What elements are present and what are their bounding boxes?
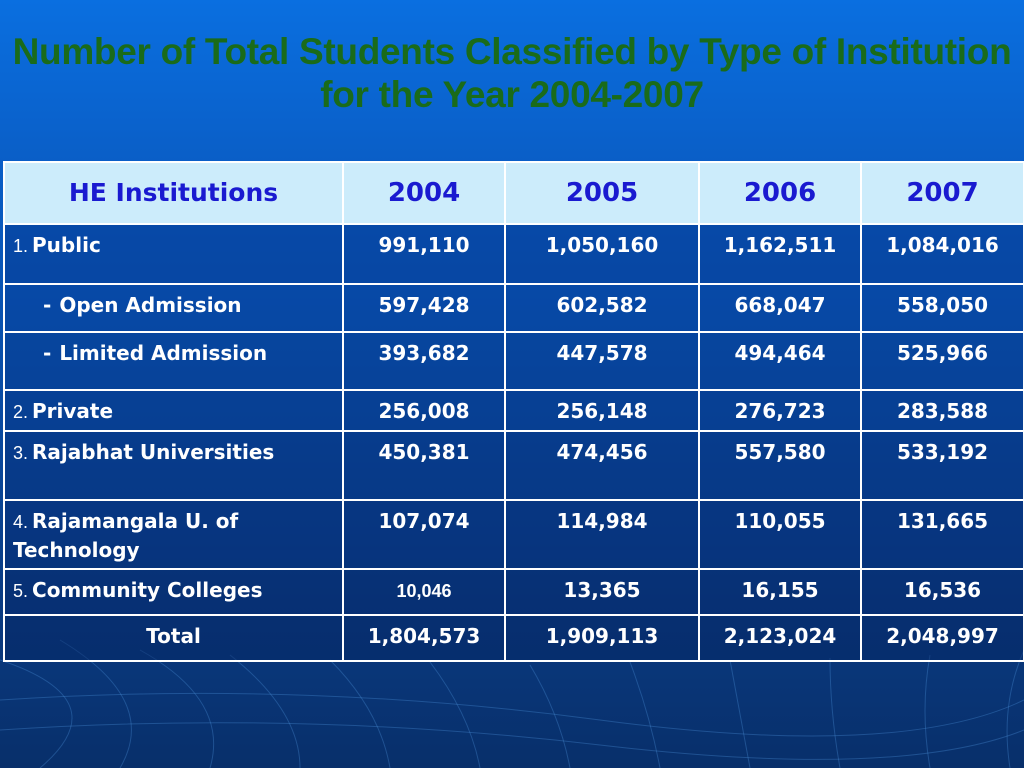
cell-2007: 2,048,997 xyxy=(860,614,1024,662)
row-label-text: Rajamangala U. of Technology xyxy=(13,509,239,562)
row-label-text: Total xyxy=(146,624,201,648)
row-label-text: Open Admission xyxy=(59,293,242,317)
column-header-2007: 2007 xyxy=(860,161,1024,225)
cell-2005: 447,578 xyxy=(504,331,700,391)
row-bullet: - xyxy=(43,293,52,317)
cell-2004: 393,682 xyxy=(342,331,506,391)
cell-2005: 114,984 xyxy=(504,499,700,570)
cell-2005: 602,582 xyxy=(504,283,700,333)
cell-2007: 283,588 xyxy=(860,389,1024,432)
cell-2006: 2,123,024 xyxy=(698,614,862,662)
cell-2007: 16,536 xyxy=(860,568,1024,616)
row-number: 1. xyxy=(13,236,29,256)
cell-2004: 991,110 xyxy=(342,223,506,285)
row-number: 3. xyxy=(13,443,29,463)
column-header-2005: 2005 xyxy=(504,161,700,225)
table-header-row: HE Institutions 2004 2005 2006 2007 xyxy=(3,161,1024,225)
row-label-text: Private xyxy=(32,399,114,423)
cell-2007: 533,192 xyxy=(860,430,1024,501)
row-label-text: Limited Admission xyxy=(59,341,268,365)
row-label: 4. Rajamangala U. of Technology xyxy=(3,499,344,570)
cell-2005: 256,148 xyxy=(504,389,700,432)
column-header-institutions: HE Institutions xyxy=(3,161,344,225)
row-number: 4. xyxy=(13,512,29,532)
row-label: 5. Community Colleges xyxy=(3,568,344,616)
cell-2004: 256,008 xyxy=(342,389,506,432)
cell-2005: 1,909,113 xyxy=(504,614,700,662)
table-row-total: Total 1,804,573 1,909,113 2,123,024 2,04… xyxy=(3,614,1024,662)
cell-2006: 494,464 xyxy=(698,331,862,391)
row-label: - Limited Admission xyxy=(3,331,344,391)
cell-2006: 276,723 xyxy=(698,389,862,432)
table-row-limited-admission: - Limited Admission 393,682 447,578 494,4… xyxy=(3,331,1024,391)
cell-2007: 131,665 xyxy=(860,499,1024,570)
cell-2004: 107,074 xyxy=(342,499,506,570)
table-row-open-admission: - Open Admission 597,428 602,582 668,047 … xyxy=(3,283,1024,333)
cell-2004: 1,804,573 xyxy=(342,614,506,662)
row-label-text: Community Colleges xyxy=(32,578,263,602)
cell-2007: 525,966 xyxy=(860,331,1024,391)
row-number: 2. xyxy=(13,402,29,422)
cell-2005: 13,365 xyxy=(504,568,700,616)
cell-2006: 16,155 xyxy=(698,568,862,616)
row-label: 3. Rajabhat Universities xyxy=(3,430,344,501)
table-row-rajabhat-universities: 3. Rajabhat Universities 450,381 474,456 … xyxy=(3,430,1024,501)
cell-2006: 668,047 xyxy=(698,283,862,333)
cell-2005: 474,456 xyxy=(504,430,700,501)
row-label: - Open Admission xyxy=(3,283,344,333)
column-header-2004: 2004 xyxy=(342,161,506,225)
cell-2004: 10,046 xyxy=(342,568,506,616)
row-number: 5. xyxy=(13,581,29,601)
cell-2004-value: 10,046 xyxy=(396,581,452,601)
cell-2005: 1,050,160 xyxy=(504,223,700,285)
row-bullet: - xyxy=(43,341,52,365)
cell-2006: 110,055 xyxy=(698,499,862,570)
column-header-2006: 2006 xyxy=(698,161,862,225)
cell-2006: 557,580 xyxy=(698,430,862,501)
row-label-text: Public xyxy=(32,233,101,257)
cell-2007: 558,050 xyxy=(860,283,1024,333)
cell-2007: 1,084,016 xyxy=(860,223,1024,285)
row-label: Total xyxy=(3,614,344,662)
table-row-private: 2. Private 256,008 256,148 276,723 283,58… xyxy=(3,389,1024,432)
table-row-rajamangala: 4. Rajamangala U. of Technology 107,074 1… xyxy=(3,499,1024,570)
cell-2004: 450,381 xyxy=(342,430,506,501)
cell-2006: 1,162,511 xyxy=(698,223,862,285)
row-label: 2. Private xyxy=(3,389,344,432)
table-row-public: 1. Public 991,110 1,050,160 1,162,511 1,0… xyxy=(3,223,1024,285)
student-statistics-table: HE Institutions 2004 2005 2006 2007 1. Pu… xyxy=(3,161,1024,662)
table-row-community-colleges: 5. Community Colleges 10,046 13,365 16,15… xyxy=(3,568,1024,616)
row-label: 1. Public xyxy=(3,223,344,285)
row-label-text: Rajabhat Universities xyxy=(32,440,275,464)
page-title: Number of Total Students Classified by T… xyxy=(12,31,1012,115)
cell-2004: 597,428 xyxy=(342,283,506,333)
